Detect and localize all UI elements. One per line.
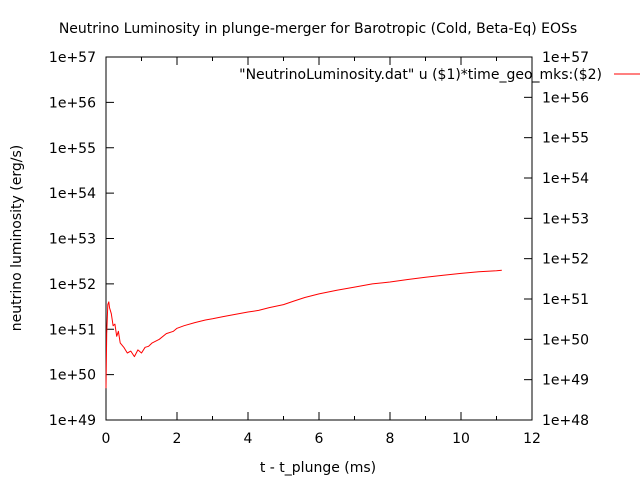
- y2-tick-label: 1e+54: [542, 171, 589, 187]
- y2-tick-label: 1e+48: [542, 413, 589, 429]
- x-tick-label: 0: [102, 431, 111, 447]
- y2-tick-label: 1e+56: [542, 90, 589, 106]
- y-tick-label: 1e+57: [49, 50, 96, 66]
- y2-tick-label: 1e+50: [542, 332, 589, 348]
- y-tick-label: 1e+51: [49, 322, 96, 338]
- y2-tick-label: 1e+52: [542, 252, 589, 268]
- y-tick-label: 1e+54: [49, 186, 96, 202]
- y-tick-label: 1e+50: [49, 368, 96, 384]
- y-tick-label: 1e+53: [49, 232, 96, 248]
- x-axis-label: t - t_plunge (ms): [260, 460, 376, 476]
- y2-tick-label: 1e+51: [542, 292, 589, 308]
- y-tick-label: 1e+56: [49, 95, 96, 111]
- y-axis-label: neutrino luminosity (erg/s): [9, 145, 25, 331]
- x-tick-label: 6: [315, 431, 324, 447]
- y-tick-label: 1e+52: [49, 277, 96, 293]
- y-axis-right: 1e+48 1e+49 1e+50 1e+51 1e+52 1e+53 1e+54 1e+55…: [524, 50, 589, 429]
- y2-tick-label: 1e+55: [542, 131, 589, 147]
- plot-frame: [105, 56, 533, 421]
- y2-tick-label: 1e+49: [542, 373, 589, 389]
- y-tick-label: 1e+55: [49, 141, 96, 157]
- legend-label: "NeutrinoLuminosity.dat" u ($1)*time_geo…: [239, 67, 602, 83]
- x-tick-label: 2: [173, 431, 182, 447]
- y2-tick-label: 1e+57: [542, 50, 589, 66]
- series-layer: [105, 269, 502, 389]
- legend: "NeutrinoLuminosity.dat" u ($1)*time_geo…: [239, 67, 640, 83]
- y2-tick-label: 1e+53: [542, 211, 589, 227]
- y-tick-label: 1e+49: [49, 413, 96, 429]
- series-line: [105, 269, 502, 389]
- x-tick-label: 4: [244, 431, 253, 447]
- x-tick-label: 12: [523, 431, 541, 447]
- chart-title: Neutrino Luminosity in plunge-merger for…: [59, 21, 577, 37]
- x-axis: 0 2 4 6 8 10 12: [102, 57, 541, 447]
- x-tick-label: 10: [452, 431, 470, 447]
- x-tick-label: 8: [386, 431, 395, 447]
- y-axis-left: 1e+49 1e+50 1e+51 1e+52 1e+53 1e+54 1e+55 1e+56…: [49, 50, 114, 429]
